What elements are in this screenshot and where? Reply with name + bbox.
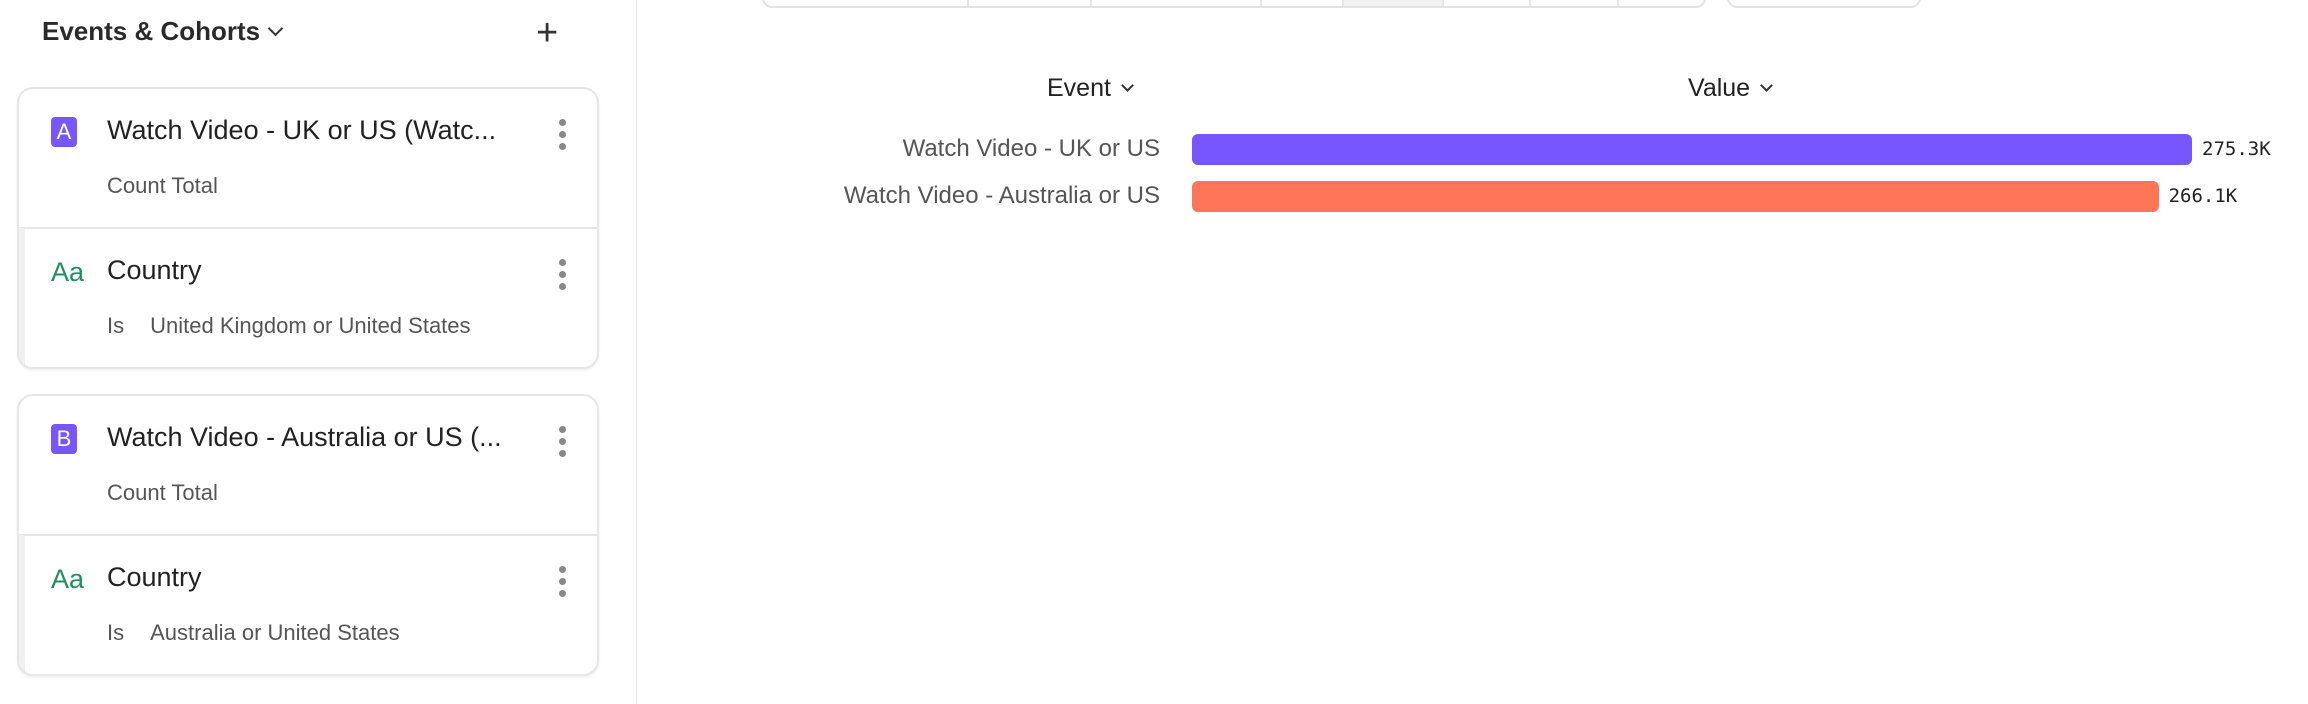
add-button[interactable]: + xyxy=(536,12,559,54)
chevron-down-icon xyxy=(267,20,284,37)
event-column-header[interactable]: Event xyxy=(1047,74,1134,103)
segment-divider xyxy=(1617,0,1619,6)
date-range-segmented-control[interactable] xyxy=(762,0,1706,8)
segment-divider xyxy=(1260,0,1262,6)
filter-operator: Is xyxy=(107,620,125,645)
measure-label[interactable]: Count Total xyxy=(107,480,218,505)
event-name[interactable]: Watch Video - Australia or US (... xyxy=(107,422,502,452)
segment-divider xyxy=(1529,0,1531,6)
bar-category-label: Watch Video - Australia or US xyxy=(843,182,1160,209)
segment-divider xyxy=(1090,0,1092,6)
more-options-icon[interactable] xyxy=(559,566,567,597)
bar[interactable] xyxy=(1192,134,2192,165)
filter-value: Australia or United States xyxy=(150,620,400,645)
event-row[interactable]: A Watch Video - UK or US (Watc... Count … xyxy=(19,89,597,227)
toolbar-button[interactable] xyxy=(1727,0,1921,8)
bar-value-label: 266.1K xyxy=(2168,185,2238,207)
bar-category-label: Watch Video - UK or US xyxy=(902,135,1160,162)
segment-divider xyxy=(967,0,969,6)
event-badge: B xyxy=(51,424,77,454)
bar[interactable] xyxy=(1192,181,2159,212)
more-options-icon[interactable] xyxy=(559,426,567,457)
selected-segment[interactable] xyxy=(1342,0,1442,6)
filter-condition[interactable]: Is Australia or United States xyxy=(107,620,400,646)
event-card-b: B Watch Video - Australia or US (... Cou… xyxy=(17,394,599,676)
value-header-label: Value xyxy=(1688,74,1751,102)
filter-property[interactable]: Country xyxy=(107,255,202,285)
sidebar: Events & Cohorts + A Watch Video - UK or… xyxy=(0,0,637,704)
more-options-icon[interactable] xyxy=(559,119,567,150)
filter-operator: Is xyxy=(107,313,125,338)
segment-divider xyxy=(1342,0,1344,6)
event-card-a: A Watch Video - UK or US (Watc... Count … xyxy=(17,87,599,369)
string-type-icon: Aa xyxy=(51,564,85,594)
filter-property[interactable]: Country xyxy=(107,562,202,592)
events-cohorts-dropdown[interactable]: Events & Cohorts xyxy=(42,16,284,47)
sidebar-title: Events & Cohorts xyxy=(42,16,261,46)
chevron-down-icon xyxy=(1121,79,1134,92)
filter-value: United Kingdom or United States xyxy=(150,313,471,338)
value-column-header[interactable]: Value xyxy=(1688,74,1773,103)
event-header-label: Event xyxy=(1047,74,1111,102)
event-name[interactable]: Watch Video - UK or US (Watc... xyxy=(107,115,497,145)
filter-row[interactable]: Aa Country Is Australia or United States xyxy=(19,534,597,674)
filter-row[interactable]: Aa Country Is United Kingdom or United St… xyxy=(19,227,597,367)
chevron-down-icon xyxy=(1760,79,1773,92)
measure-label[interactable]: Count Total xyxy=(107,173,218,198)
more-options-icon[interactable] xyxy=(559,259,567,290)
filter-condition[interactable]: Is United Kingdom or United States xyxy=(107,313,471,339)
bar-value-label: 275.3K xyxy=(2202,138,2271,160)
event-badge: A xyxy=(51,117,77,147)
string-type-icon: Aa xyxy=(51,257,85,287)
segment-divider xyxy=(1442,0,1444,6)
event-row[interactable]: B Watch Video - Australia or US (... Cou… xyxy=(19,396,597,534)
